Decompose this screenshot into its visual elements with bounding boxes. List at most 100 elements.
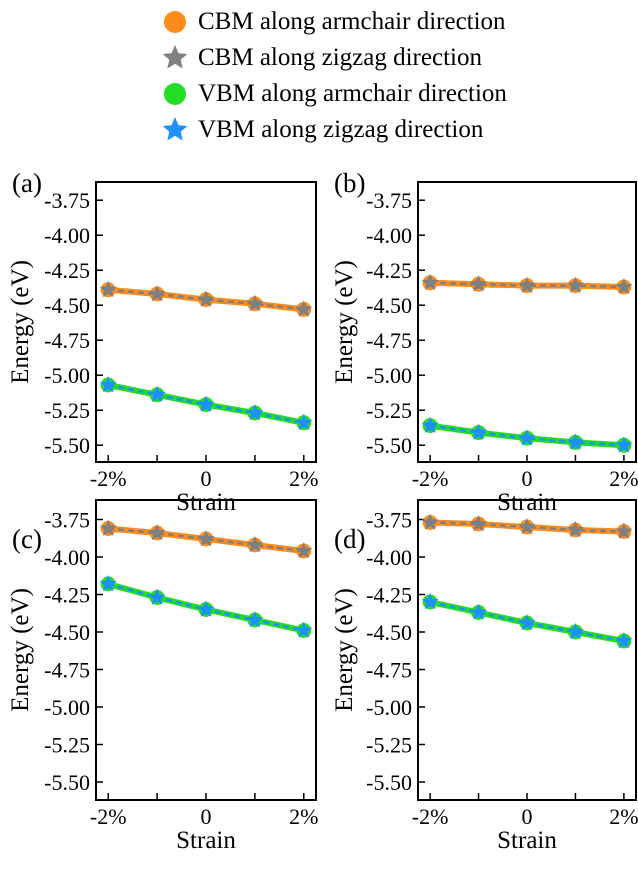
series-line <box>108 527 304 553</box>
y-tick-label: -4.75 <box>366 658 412 683</box>
y-axis-label: Energy (eV) <box>331 260 358 384</box>
chart-panel: (b)-3.75 -4.00 -4.25 -4.50 -4.75 -5.00 -5.25 -5… <box>331 168 638 516</box>
data-point-star <box>615 522 633 539</box>
data-point-star <box>615 436 633 453</box>
legend-item-cbm-zigzag: CBM along zigzag direction <box>158 40 598 76</box>
data-point-star <box>421 593 439 610</box>
series-line <box>107 383 305 425</box>
data-point-star <box>470 515 488 532</box>
data-point-star <box>295 621 313 638</box>
chart-panel: (c)-3.75 -4.00 -4.25 -4.50 -4.75 -5.00 -5.25 -5… <box>7 499 318 854</box>
panel-label: (d) <box>334 524 365 554</box>
chart-panel: (d)-3.75 -4.00 -4.25 -4.50 -4.75 -5.00 -5.25 -5… <box>331 499 638 854</box>
data-point-star <box>566 276 584 293</box>
legend-label: VBM along armchair direction <box>198 80 507 107</box>
y-tick-label: -5.25 <box>366 733 412 758</box>
data-point-star <box>246 611 264 628</box>
data-point-star <box>148 385 166 403</box>
data-point-star <box>246 536 264 553</box>
x-tick-label: -2% <box>412 804 449 829</box>
y-tick-label: -5.50 <box>44 433 90 458</box>
series-line <box>430 281 624 289</box>
x-axis-label: Strain <box>176 489 236 516</box>
series-line <box>430 521 624 533</box>
data-point-star <box>99 575 117 592</box>
data-point-star <box>566 521 584 538</box>
y-tick-label: -4.50 <box>44 620 90 645</box>
x-tick-label: -2% <box>412 466 449 491</box>
y-tick-label: -5.25 <box>366 398 412 423</box>
y-axis-label: Energy (eV) <box>7 260 34 384</box>
data-point-star <box>518 518 536 535</box>
data-point-star <box>615 632 633 649</box>
legend-marker-circle-green <box>158 79 192 109</box>
data-point-star <box>470 423 488 440</box>
data-point-star <box>246 404 264 421</box>
data-point-star <box>197 530 215 547</box>
x-tick-label: -2% <box>90 804 127 829</box>
y-tick-label: -5.50 <box>366 770 412 795</box>
legend-marker-star-blue <box>158 115 192 145</box>
y-tick-label: -4.25 <box>44 258 90 283</box>
data-point-star <box>421 513 439 530</box>
y-tick-label: -4.75 <box>44 658 90 683</box>
x-tick-label: -2% <box>90 466 127 491</box>
y-tick-label: -5.00 <box>366 695 412 720</box>
data-point-star <box>148 285 166 302</box>
chart-panel: (a)-3.75 -4.00 -4.25 -4.50 -4.75 -5.00 -5.25 -5… <box>7 168 318 516</box>
data-point-star <box>99 280 117 298</box>
data-point-star <box>566 623 584 640</box>
y-tick-label: -4.25 <box>366 583 412 608</box>
data-point-star <box>197 600 215 617</box>
legend-item-vbm-zigzag: VBM along zigzag direction <box>158 112 598 148</box>
data-point-star <box>566 433 584 450</box>
legend-label: VBM along zigzag direction <box>198 116 484 143</box>
data-point-star <box>295 300 313 317</box>
y-tick-label: -5.50 <box>366 433 412 458</box>
y-tick-label: -5.25 <box>44 733 90 758</box>
data-point-star <box>421 416 439 433</box>
data-point-star <box>148 588 166 605</box>
y-tick-label: -5.50 <box>44 770 90 795</box>
series-line <box>108 288 304 311</box>
data-point-star <box>148 524 166 541</box>
series-line <box>429 600 625 643</box>
y-tick-label: -4.00 <box>44 223 90 248</box>
data-point-star <box>518 429 536 446</box>
y-tick-label: -4.25 <box>366 258 412 283</box>
y-tick-label: -3.75 <box>44 188 90 213</box>
panel-label: (c) <box>12 524 42 554</box>
x-tick-label: 0 <box>201 804 212 829</box>
x-tick-label: 2% <box>609 466 638 491</box>
legend-marker-star-gray <box>158 43 192 73</box>
y-tick-label: -4.00 <box>44 545 90 570</box>
data-point-star <box>615 278 633 295</box>
y-tick-label: -4.00 <box>366 223 412 248</box>
y-tick-label: -5.00 <box>44 695 90 720</box>
y-tick-label: -4.00 <box>366 545 412 570</box>
x-tick-label: 0 <box>201 466 212 491</box>
y-tick-label: -3.75 <box>366 508 412 533</box>
data-point-star <box>295 542 313 559</box>
legend-label: CBM along zigzag direction <box>198 44 482 71</box>
data-point-star <box>470 275 488 292</box>
data-point-star <box>295 413 313 431</box>
x-axis-label: Strain <box>497 489 557 516</box>
x-tick-label: 2% <box>289 466 318 491</box>
data-point-star <box>99 376 117 393</box>
x-tick-label: 0 <box>522 804 533 829</box>
series-line <box>429 424 624 447</box>
y-axis-label: Energy (eV) <box>331 588 358 712</box>
legend-item-vbm-armchair: VBM along armchair direction <box>158 76 598 112</box>
y-tick-label: -4.50 <box>44 293 90 318</box>
data-point-star <box>518 276 536 293</box>
data-point-star <box>99 519 117 536</box>
y-tick-label: -4.50 <box>366 293 412 318</box>
data-point-star <box>518 614 536 631</box>
data-point-star <box>421 273 439 291</box>
y-tick-label: -4.75 <box>366 328 412 353</box>
data-point-star <box>470 603 488 620</box>
data-point-star <box>246 294 264 312</box>
x-axis-label: Strain <box>176 827 236 854</box>
